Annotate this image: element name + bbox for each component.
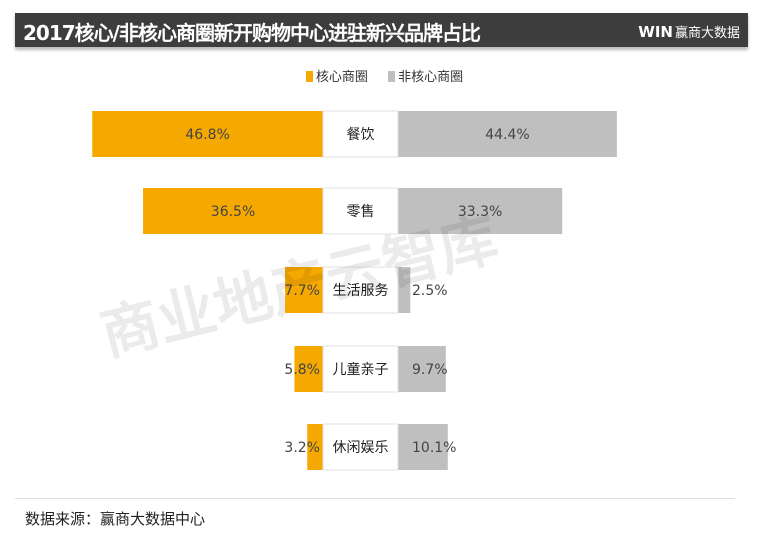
legend-item-noncore: 非核心商圈 [388, 70, 463, 85]
data-label-noncore: 2.5% [412, 283, 448, 299]
brand-name: 赢商大数据 [674, 26, 740, 41]
data-label-core: 3.2% [284, 440, 320, 456]
data-source: 数据来源：赢商大数据中心 [25, 510, 206, 528]
legend: 核心商圈 非核心商圈 [0, 66, 769, 85]
category-box [322, 187, 399, 235]
category-box [322, 423, 399, 471]
bar-noncore [398, 267, 411, 313]
bar-core [294, 346, 323, 392]
category-box [322, 110, 399, 158]
category-label: 休闲娱乐 [333, 440, 389, 456]
legend-swatch-noncore [388, 71, 396, 82]
data-label-core: 46.8% [185, 127, 229, 143]
category-label: 零售 [347, 204, 375, 220]
bar-core [307, 424, 323, 470]
footer-divider [15, 498, 735, 499]
chart-title: 2017核心/非核心商圈新开购物中心进驻新兴品牌占比 [23, 21, 481, 45]
category-label: 儿童亲子 [333, 361, 389, 378]
bar-noncore [398, 424, 448, 470]
title-bar: 2017核心/非核心商圈新开购物中心进驻新兴品牌占比 WIN 赢商大数据 [15, 13, 748, 47]
bar-noncore [398, 346, 446, 392]
data-label-noncore: 9.7% [412, 362, 448, 378]
bar-noncore [398, 188, 563, 234]
brand-logo-mark: WIN [638, 23, 673, 41]
bar-core [285, 267, 323, 313]
data-label-noncore: 44.4% [485, 127, 529, 143]
data-label-noncore: 33.3% [458, 204, 502, 220]
bar-core [143, 188, 323, 234]
category-box [322, 266, 399, 314]
bar-noncore [398, 111, 617, 157]
legend-label-noncore: 非核心商圈 [398, 70, 464, 85]
legend-item-core: 核心商圈 [305, 70, 368, 85]
legend-label-core: 核心商圈 [315, 70, 368, 85]
category-label: 生活服务 [333, 283, 389, 299]
data-label-core: 5.8% [284, 362, 320, 378]
data-label-noncore: 10.1% [412, 440, 456, 456]
category-label: 餐饮 [347, 127, 375, 143]
data-label-core: 36.5% [211, 204, 255, 220]
brand-logo: WIN 赢商大数据 [638, 22, 740, 41]
legend-swatch-core [305, 71, 313, 82]
bar-core [92, 111, 323, 157]
data-label-core: 7.7% [284, 283, 320, 299]
category-box [322, 345, 399, 393]
